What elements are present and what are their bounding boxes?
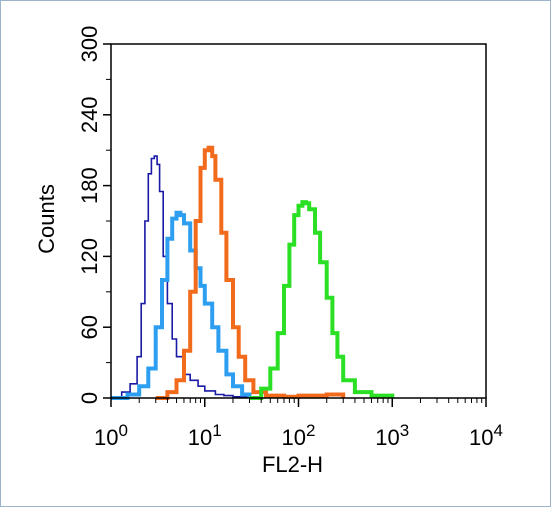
series-line-3 [155, 145, 346, 400]
x-tick-label: 100 [94, 421, 128, 450]
x-tick-label: 103 [375, 421, 409, 450]
y-axis-title: Counts [34, 184, 59, 254]
y-tick-label: 120 [77, 238, 102, 275]
axes-layer [110, 43, 487, 399]
y-tick-label: 240 [77, 96, 102, 133]
x-tick-layer: 100 101 102 103 104 [94, 398, 503, 450]
y-tick-label: 180 [77, 167, 102, 204]
x-tick-label: 101 [188, 421, 222, 450]
y-tick-layer: 0 60 120 180 240 300 [77, 26, 111, 404]
plot-frame [110, 43, 487, 399]
series-line-2 [111, 210, 252, 400]
y-tick-label: 300 [77, 26, 102, 63]
series-line-4 [249, 200, 395, 400]
y-tick-label: 0 [77, 392, 102, 404]
x-tick-label: 102 [282, 421, 316, 450]
x-axis-title: FL2-H [262, 452, 323, 477]
series-layer [111, 145, 395, 400]
y-tick-label: 60 [77, 315, 102, 339]
x-tick-label: 104 [469, 421, 503, 450]
series-line-1 [111, 155, 251, 399]
